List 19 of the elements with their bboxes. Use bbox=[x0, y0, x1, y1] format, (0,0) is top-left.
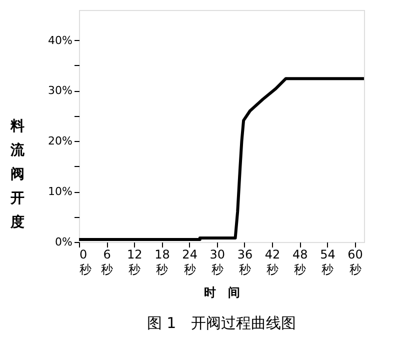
y-tick-label: 20% bbox=[48, 134, 72, 148]
y-tick-label: 30% bbox=[48, 84, 72, 98]
x-tick-label: 18 秒 bbox=[154, 248, 170, 276]
x-tick-label: 48 秒 bbox=[292, 248, 308, 276]
y-tick-label: 0% bbox=[55, 236, 72, 248]
x-tick-label: 6 秒 bbox=[101, 248, 114, 276]
y-axis-title: 料流阀开度 bbox=[10, 118, 26, 230]
y-tick-label: 40% bbox=[48, 34, 72, 47]
x-tick-label: 24 秒 bbox=[182, 248, 198, 276]
text: 图 1 开阀过程曲线图 bbox=[146, 314, 296, 332]
y-tick-label: 10% bbox=[48, 185, 72, 198]
x-tick-label: 0 秒 bbox=[80, 248, 92, 276]
x-tick-label: 42 秒 bbox=[264, 248, 280, 276]
x-axis-title: 时 间 bbox=[204, 286, 240, 300]
x-tick-label: 30 秒 bbox=[210, 248, 226, 276]
x-tick-label: 12 秒 bbox=[127, 248, 142, 276]
x-tick-label: 54 秒 bbox=[320, 248, 336, 276]
x-tick-label: 60 秒 bbox=[348, 248, 363, 276]
x-tick-label: 36 秒 bbox=[237, 248, 253, 276]
